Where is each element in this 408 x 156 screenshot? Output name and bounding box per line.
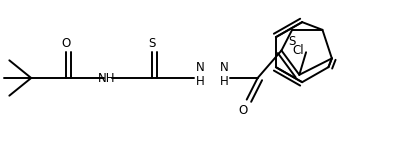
Text: N: N (196, 61, 204, 74)
Text: O: O (238, 104, 247, 117)
Text: NH: NH (98, 71, 115, 85)
Text: O: O (61, 37, 71, 49)
Text: N: N (220, 61, 228, 74)
Text: H: H (220, 75, 228, 88)
Text: Cl: Cl (293, 44, 304, 57)
Text: S: S (149, 37, 156, 49)
Text: H: H (196, 75, 204, 88)
Text: S: S (288, 35, 296, 48)
